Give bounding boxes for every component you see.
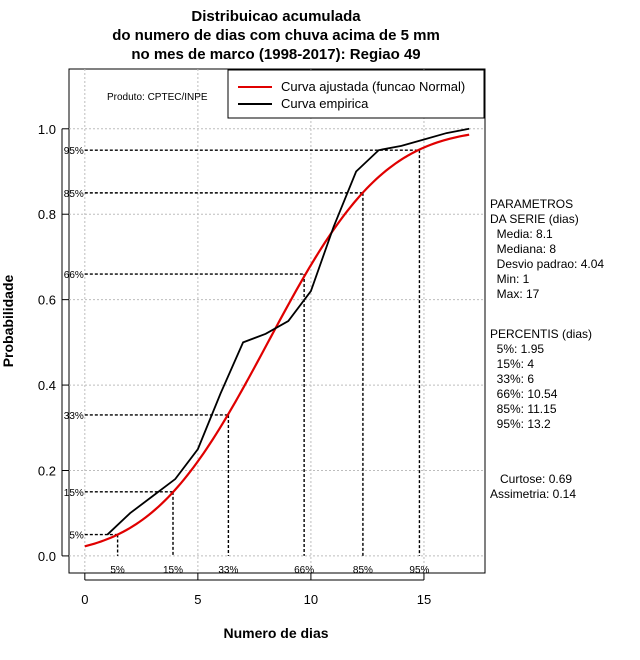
y-tick-label: 0.0 [38, 549, 56, 564]
stats-percentis-line: PERCENTIS (dias) [490, 327, 592, 341]
percentile-x-label: 85% [353, 565, 373, 576]
chart-title-line-2: do numero de dias com chuva acima de 5 m… [112, 27, 440, 44]
x-axis-title: Numero de dias [223, 625, 328, 641]
y-tick-label: 0.6 [38, 293, 56, 308]
grid-layer [69, 69, 485, 573]
axis-layer: 0 5 10 15 0.0 0.2 0.4 0.6 0.8 1.0 [38, 122, 431, 607]
percentile-y-label: 33% [64, 411, 84, 422]
fitted-normal-curve [84, 133, 470, 548]
plot-frame [68, 68, 486, 574]
y-tick-label: 1.0 [38, 122, 56, 137]
percentile-y-label: 5% [69, 531, 84, 542]
y-axis-title: Probabilidade [0, 275, 16, 368]
stats-shape-line: Assimetria: 0.14 [490, 487, 576, 501]
stats-percentis-line: 66%: 10.54 [490, 387, 558, 401]
percentile-layer: 5% 5% 15% 15% 33% 33% 66% 66% 85% 85% 95% 95% [64, 146, 430, 576]
legend: Curva ajustada (funcao Normal) Curva emp… [227, 69, 485, 119]
x-tick-label: 0 [81, 592, 88, 607]
stats-percentis-line: 33%: 6 [490, 372, 534, 386]
stats-parametros-line: Media: 8.1 [490, 227, 553, 241]
stats-percentis-line: 95%: 13.2 [490, 417, 551, 431]
stats-percentis-line: 5%: 1.95 [490, 342, 544, 356]
stats-percentis-line: 85%: 11.15 [490, 402, 557, 416]
stats-percentis-line: 15%: 4 [490, 357, 534, 371]
chart-title-line-1: Distribuicao acumulada [191, 8, 361, 25]
stats-parametros-line: Max: 17 [490, 287, 540, 301]
percentile-y-label: 15% [64, 488, 84, 499]
y-tick-label: 0.2 [38, 463, 56, 478]
x-tick-label: 10 [304, 592, 318, 607]
y-tick-label: 0.4 [38, 378, 56, 393]
x-tick-label: 15 [417, 592, 431, 607]
percentile-y-label: 95% [64, 146, 84, 157]
chart-title-line-3: no mes de marco (1998-2017): Regiao 49 [131, 46, 420, 63]
percentile-x-label: 33% [218, 565, 238, 576]
stats-parametros-line: Desvio padrao: 4.04 [490, 257, 604, 271]
stats-parametros-line: Mediana: 8 [490, 242, 556, 256]
percentile-y-label: 85% [64, 189, 84, 200]
empirical-curve [106, 127, 470, 536]
percentile-x-label: 66% [294, 565, 314, 576]
stats-shape-line: Curtose: 0.69 [490, 472, 572, 486]
y-tick-label: 0.8 [38, 207, 56, 222]
series-layer [84, 127, 470, 548]
x-tick-label: 5 [194, 592, 201, 607]
stats-parametros-line: PARAMETROS [490, 197, 573, 211]
producer-label: Produto: CPTEC/INPE [107, 92, 208, 103]
percentile-x-label: 15% [163, 565, 183, 576]
legend-box [227, 69, 485, 119]
percentile-y-label: 66% [64, 270, 84, 281]
percentile-x-label: 5% [110, 565, 125, 576]
stats-parametros-line: DA SERIE (dias) [490, 212, 579, 226]
stats-parametros-line: Min: 1 [490, 272, 530, 286]
percentile-x-label: 95% [409, 565, 429, 576]
legend-label-fitted: Curva ajustada (funcao Normal) [281, 79, 465, 94]
legend-label-empirical: Curva empirica [281, 96, 369, 111]
